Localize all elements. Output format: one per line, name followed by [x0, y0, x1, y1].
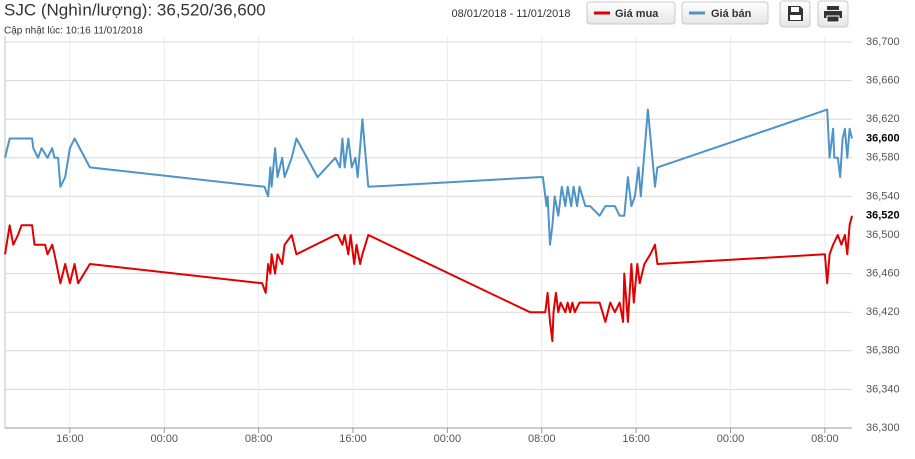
y-tick-label: 36,620	[866, 113, 900, 125]
x-tick-label: 16:00	[56, 433, 84, 445]
legend-label: Giá mua	[615, 8, 659, 20]
legend-buy[interactable]: Giá mua	[586, 1, 676, 25]
x-tick-label: 00:00	[434, 433, 462, 445]
x-tick-label: 08:00	[528, 433, 556, 445]
plot-area: 36,300 36,340 36,380 36,420 36,460 36,500 36,5…	[4, 36, 912, 445]
y-tick-label: 36,380	[866, 345, 900, 357]
x-tick-label: 16:00	[622, 433, 650, 445]
y-tick-label: 36,660	[866, 75, 900, 87]
y-tick-label: 36,460	[866, 268, 900, 280]
x-tick-label: 08:00	[245, 433, 273, 445]
print-icon	[826, 15, 840, 23]
save-icon-part	[790, 15, 801, 20]
chart-title: SJC (Nghìn/lượng): 36,520/36,600	[4, 0, 266, 19]
legend-sell[interactable]: Giá bán	[681, 1, 769, 25]
x-tick-label: 00:00	[717, 433, 745, 445]
current-value-label: 36,600	[866, 132, 900, 144]
legend-label: Giá bán	[711, 8, 752, 20]
print-icon	[824, 11, 842, 18]
y-tick-label: 36,540	[866, 190, 900, 202]
date-range: 08/01/2018 - 11/01/2018	[451, 8, 570, 20]
y-tick-label: 36,700	[866, 36, 900, 48]
current-value-bg	[862, 208, 912, 223]
update-time: Cập nhật lúc: 10:16 11/01/2018	[4, 26, 143, 37]
y-tick-label: 36,340	[866, 383, 900, 395]
series-line	[4, 215, 853, 343]
current-value-label: 36,520	[866, 210, 900, 222]
x-tick-label: 00:00	[150, 433, 178, 445]
y-tick-label: 36,500	[866, 229, 900, 241]
y-tick-label: 36,300	[866, 422, 900, 434]
print-icon	[827, 6, 839, 10]
save-button[interactable]	[779, 0, 811, 28]
legend-button[interactable]	[681, 1, 769, 25]
x-tick-label: 08:00	[811, 433, 839, 445]
y-tick-label: 36,580	[866, 152, 900, 164]
y-tick-label: 36,420	[866, 306, 900, 318]
current-value-bg	[862, 131, 912, 146]
legend-button[interactable]	[586, 1, 676, 25]
x-tick-label: 16:00	[339, 433, 367, 445]
save-icon-part	[791, 7, 799, 12]
series-line	[4, 108, 853, 246]
print-button[interactable]	[817, 0, 849, 28]
